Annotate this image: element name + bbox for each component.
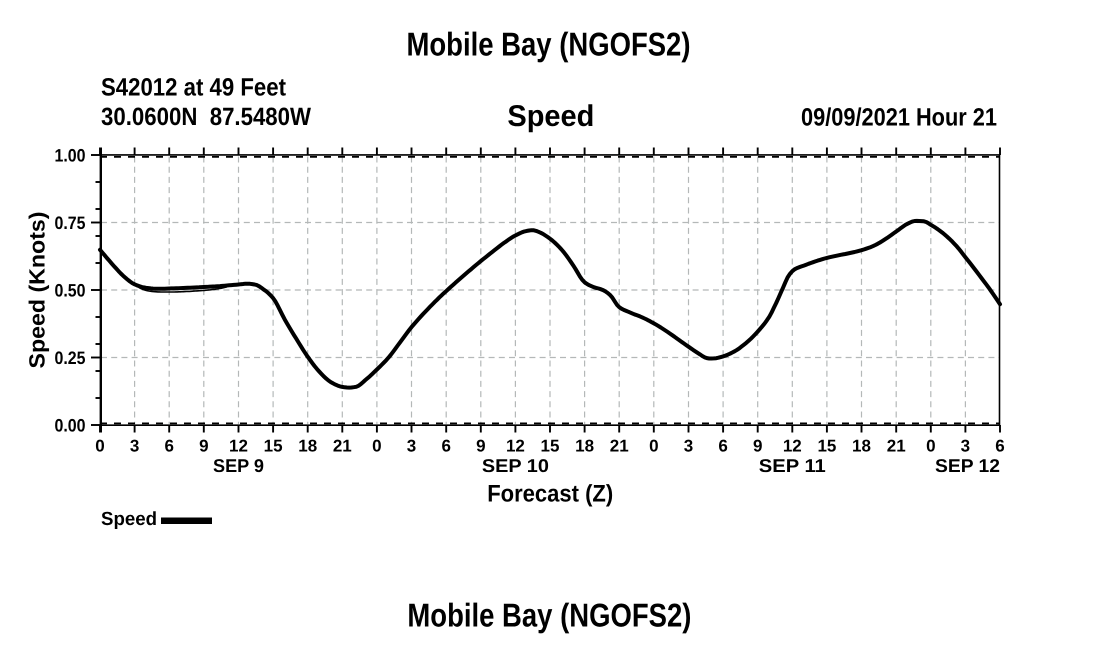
svg-text:Speed: Speed xyxy=(101,509,157,530)
svg-text:0: 0 xyxy=(95,437,104,456)
svg-text:12: 12 xyxy=(783,437,802,456)
svg-text:15: 15 xyxy=(264,437,283,456)
svg-text:S42012 at 49 Feet: S42012 at 49 Feet xyxy=(101,74,287,102)
svg-text:12: 12 xyxy=(506,437,525,456)
svg-text:9: 9 xyxy=(753,437,762,456)
svg-text:0: 0 xyxy=(649,437,658,456)
svg-text:12: 12 xyxy=(229,437,248,456)
svg-text:1.00: 1.00 xyxy=(55,146,86,166)
svg-text:3: 3 xyxy=(961,437,970,456)
svg-text:Forecast (Z): Forecast (Z) xyxy=(487,481,613,508)
svg-text:Mobile Bay (NGOFS2): Mobile Bay (NGOFS2) xyxy=(407,597,691,634)
svg-text:Mobile Bay (NGOFS2): Mobile Bay (NGOFS2) xyxy=(407,26,691,63)
svg-text:6: 6 xyxy=(164,437,173,456)
svg-text:SEP 12: SEP 12 xyxy=(935,455,1000,476)
svg-text:21: 21 xyxy=(333,437,352,456)
svg-text:SEP 11: SEP 11 xyxy=(759,455,826,476)
svg-text:0: 0 xyxy=(372,437,381,456)
svg-text:15: 15 xyxy=(541,437,560,456)
svg-text:3: 3 xyxy=(407,437,416,456)
svg-text:6: 6 xyxy=(718,437,727,456)
svg-text:3: 3 xyxy=(684,437,693,456)
svg-text:0.00: 0.00 xyxy=(55,416,86,436)
svg-text:9: 9 xyxy=(199,437,208,456)
svg-text:SEP 9: SEP 9 xyxy=(213,455,264,476)
svg-text:18: 18 xyxy=(298,437,317,456)
svg-text:18: 18 xyxy=(575,437,594,456)
svg-text:0: 0 xyxy=(926,437,935,456)
svg-text:0.50: 0.50 xyxy=(55,281,86,301)
svg-text:9: 9 xyxy=(476,437,485,456)
svg-text:0.75: 0.75 xyxy=(55,213,86,233)
svg-text:15: 15 xyxy=(817,437,836,456)
svg-text:18: 18 xyxy=(852,437,871,456)
svg-text:Speed (Knots): Speed (Knots) xyxy=(24,212,49,369)
svg-text:21: 21 xyxy=(610,437,629,456)
svg-text:09/09/2021 Hour 21: 09/09/2021 Hour 21 xyxy=(801,104,997,132)
svg-text:6: 6 xyxy=(995,437,1004,456)
svg-text:21: 21 xyxy=(887,437,906,456)
svg-text:0.25: 0.25 xyxy=(55,348,86,368)
svg-text:SEP 10: SEP 10 xyxy=(482,455,549,476)
svg-text:Speed: Speed xyxy=(507,100,594,133)
svg-text:6: 6 xyxy=(441,437,450,456)
svg-text:30.0600N 87.5480W: 30.0600N 87.5480W xyxy=(101,103,311,131)
svg-text:3: 3 xyxy=(130,437,139,456)
